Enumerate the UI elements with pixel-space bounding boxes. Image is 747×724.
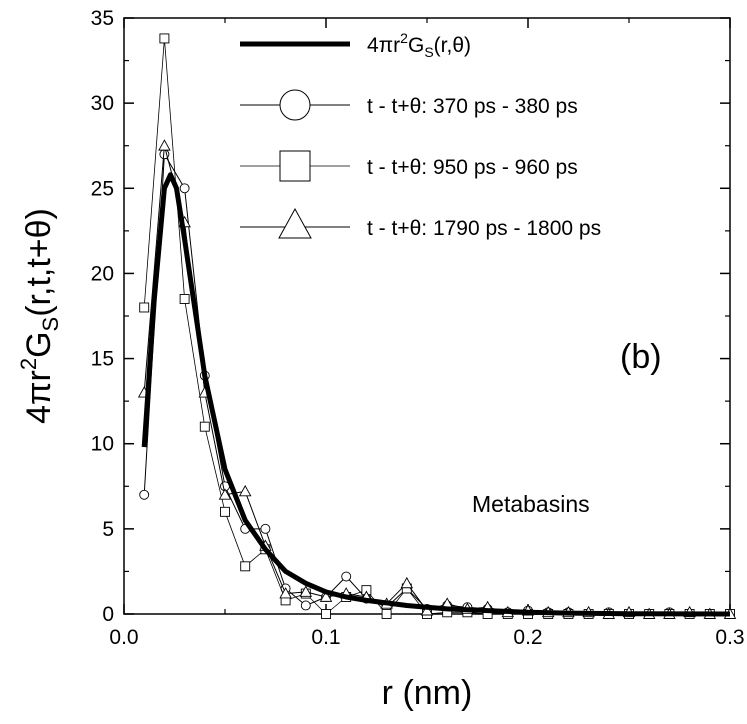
data-point-circle (261, 524, 270, 533)
x-tick-label: 0.3 (715, 626, 744, 649)
data-point-square (322, 610, 331, 619)
x-tick-label: 0.2 (513, 626, 542, 649)
y-axis-title-prefix: 4πr (20, 370, 58, 424)
legend-label-370ps: t - t+θ: 370 ps - 380 ps (367, 95, 578, 118)
legend-label-reference: 4πr2GS(r,θ) (367, 30, 471, 60)
data-point-square (241, 562, 250, 571)
y-axis-title-mid: G (20, 331, 58, 357)
x-tick-label: 0.1 (311, 626, 340, 649)
legend-label-reference-prefix: 4πr (367, 34, 400, 57)
y-tick-label: 20 (91, 262, 114, 285)
y-tick-label: 35 (91, 7, 114, 30)
data-point-square (221, 507, 230, 516)
data-point-circle (180, 184, 189, 193)
legend-label-1790ps: t - t+θ: 1790 ps - 1800 ps (367, 217, 601, 240)
data-point-circle (342, 572, 351, 581)
legend-label-reference-mid: G (408, 34, 424, 57)
data-point-circle (301, 601, 310, 610)
y-axis-title-sub: S (38, 317, 63, 332)
legend-marker-square (280, 151, 310, 181)
x-tick-label: 0.0 (109, 626, 138, 649)
y-tick-label: 30 (91, 92, 114, 115)
x-axis-title: r (nm) (382, 674, 473, 712)
legend-label-950ps: t - t+θ: 950 ps - 960 ps (367, 156, 578, 179)
y-tick-label: 5 (102, 518, 114, 541)
data-point-square (382, 610, 391, 619)
y-axis-title: 4πr2GS(r,t,t+θ) (16, 208, 63, 424)
legend-label-reference-sub: S (424, 44, 433, 60)
data-point-square (140, 303, 149, 312)
data-point-square (160, 34, 169, 43)
y-tick-label: 25 (91, 177, 114, 200)
data-point-square (200, 422, 209, 431)
y-axis-title-suffix: (r,t,t+θ) (20, 208, 58, 317)
annotation-metabasins: Metabasins (472, 491, 590, 517)
legend-label-reference-sup: 2 (400, 30, 408, 46)
legend-label-reference-suffix: (r,θ) (434, 34, 471, 57)
panel-label: (b) (620, 338, 662, 376)
legend-marker-circle (280, 90, 310, 120)
y-axis-title-sup: 2 (16, 358, 41, 370)
data-point-circle (140, 490, 149, 499)
chart: 0.0 0.1 0.2 0.305101520253035 4πr2GS(r,θ) t… (0, 0, 747, 724)
y-tick-label: 10 (91, 433, 114, 456)
data-point-square (180, 294, 189, 303)
y-tick-label: 15 (91, 348, 114, 371)
y-tick-label: 0 (102, 603, 114, 626)
